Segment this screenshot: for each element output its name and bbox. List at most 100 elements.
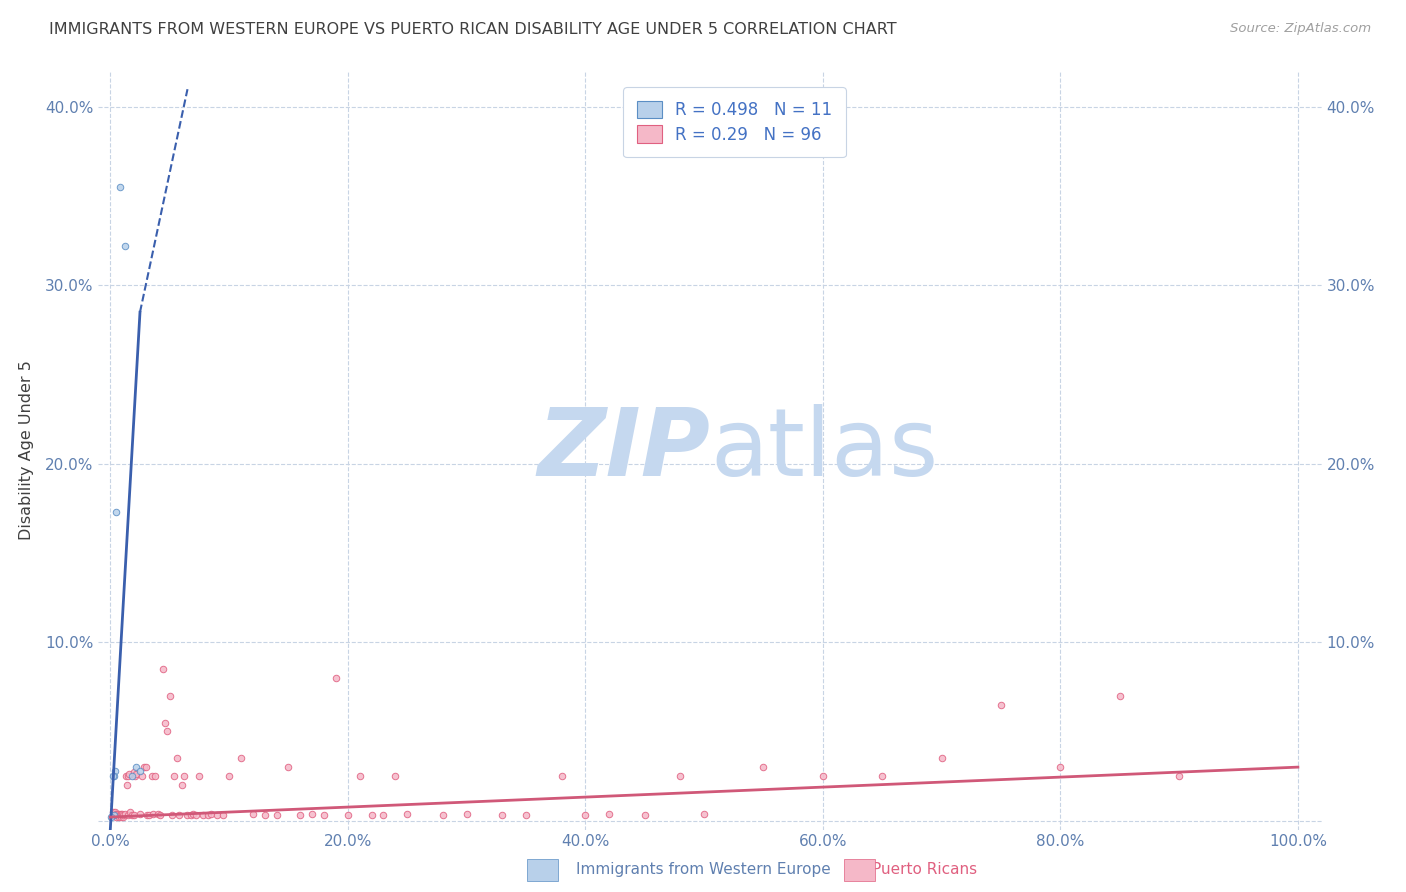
Point <box>188 769 211 783</box>
Point <box>166 751 188 765</box>
Point <box>146 806 169 821</box>
Point <box>170 778 193 792</box>
Point <box>160 808 183 822</box>
Point <box>114 769 136 783</box>
Point <box>156 724 179 739</box>
Point <box>125 767 148 781</box>
Point <box>931 751 953 765</box>
Point <box>574 808 596 822</box>
Point <box>1168 769 1191 783</box>
Point <box>325 671 347 685</box>
Point <box>990 698 1012 712</box>
Point <box>112 810 135 824</box>
Point <box>114 239 136 253</box>
Point <box>107 806 129 821</box>
Point <box>103 806 125 821</box>
Point <box>124 769 146 783</box>
Point <box>104 764 127 778</box>
Text: Immigrants from Western Europe: Immigrants from Western Europe <box>576 863 831 877</box>
Point <box>131 769 153 783</box>
Point <box>191 808 214 822</box>
Point <box>122 765 145 780</box>
Point <box>121 808 143 822</box>
Point <box>100 810 122 824</box>
Point <box>110 806 132 821</box>
Point <box>104 805 127 819</box>
Point <box>598 806 620 821</box>
Point <box>277 760 299 774</box>
Point <box>117 769 139 783</box>
Point <box>115 778 138 792</box>
Text: Source: ZipAtlas.com: Source: ZipAtlas.com <box>1230 22 1371 36</box>
Point <box>153 715 176 730</box>
Point <box>163 769 186 783</box>
Point <box>111 808 134 822</box>
Point <box>105 806 128 821</box>
Point <box>110 810 132 824</box>
Point <box>752 760 775 774</box>
Point <box>811 769 834 783</box>
Text: Puerto Ricans: Puerto Ricans <box>872 863 977 877</box>
Point <box>108 808 131 822</box>
Point <box>103 769 125 783</box>
Point <box>114 806 136 821</box>
Point <box>108 808 131 822</box>
Point <box>152 662 174 676</box>
Point <box>229 751 252 765</box>
Point <box>122 808 145 822</box>
Point <box>138 808 160 822</box>
Point <box>184 808 207 822</box>
Point <box>432 808 454 822</box>
Point <box>360 808 382 822</box>
Point <box>105 505 128 519</box>
Point <box>180 808 202 822</box>
Point <box>253 808 276 822</box>
Point <box>129 764 152 778</box>
Point <box>550 769 572 783</box>
Point <box>1108 689 1130 703</box>
Point <box>111 806 134 821</box>
Point <box>107 808 129 822</box>
Text: ZIP: ZIP <box>537 404 710 497</box>
Point <box>266 808 288 822</box>
Point <box>384 769 406 783</box>
Point <box>218 769 240 783</box>
Legend: R = 0.498   N = 11, R = 0.29   N = 96: R = 0.498 N = 11, R = 0.29 N = 96 <box>623 87 845 157</box>
Point <box>121 769 143 783</box>
Point <box>1049 760 1071 774</box>
Point <box>205 808 228 822</box>
Point <box>108 180 131 194</box>
Point <box>141 769 163 783</box>
Point <box>197 808 219 822</box>
Point <box>129 806 152 821</box>
Point <box>200 806 222 821</box>
Point <box>142 806 165 821</box>
Point <box>669 769 692 783</box>
Point <box>176 808 198 822</box>
Point <box>125 760 148 774</box>
Point <box>515 808 537 822</box>
Point <box>135 760 157 774</box>
Point <box>159 689 181 703</box>
Point <box>173 769 195 783</box>
Point <box>456 806 478 821</box>
Point <box>149 808 172 822</box>
Point <box>117 808 139 822</box>
Point <box>145 769 167 783</box>
Point <box>693 806 716 821</box>
Point <box>242 806 264 821</box>
Point <box>634 808 657 822</box>
Point <box>107 806 129 821</box>
Point <box>101 805 124 819</box>
Point <box>290 808 312 822</box>
Point <box>101 769 124 783</box>
Point <box>107 810 129 824</box>
Point <box>336 808 359 822</box>
Point <box>301 806 323 821</box>
Y-axis label: Disability Age Under 5: Disability Age Under 5 <box>18 360 34 541</box>
Point <box>120 805 142 819</box>
Point <box>105 810 128 824</box>
Point <box>104 808 127 822</box>
Point <box>132 760 155 774</box>
Text: atlas: atlas <box>710 404 938 497</box>
